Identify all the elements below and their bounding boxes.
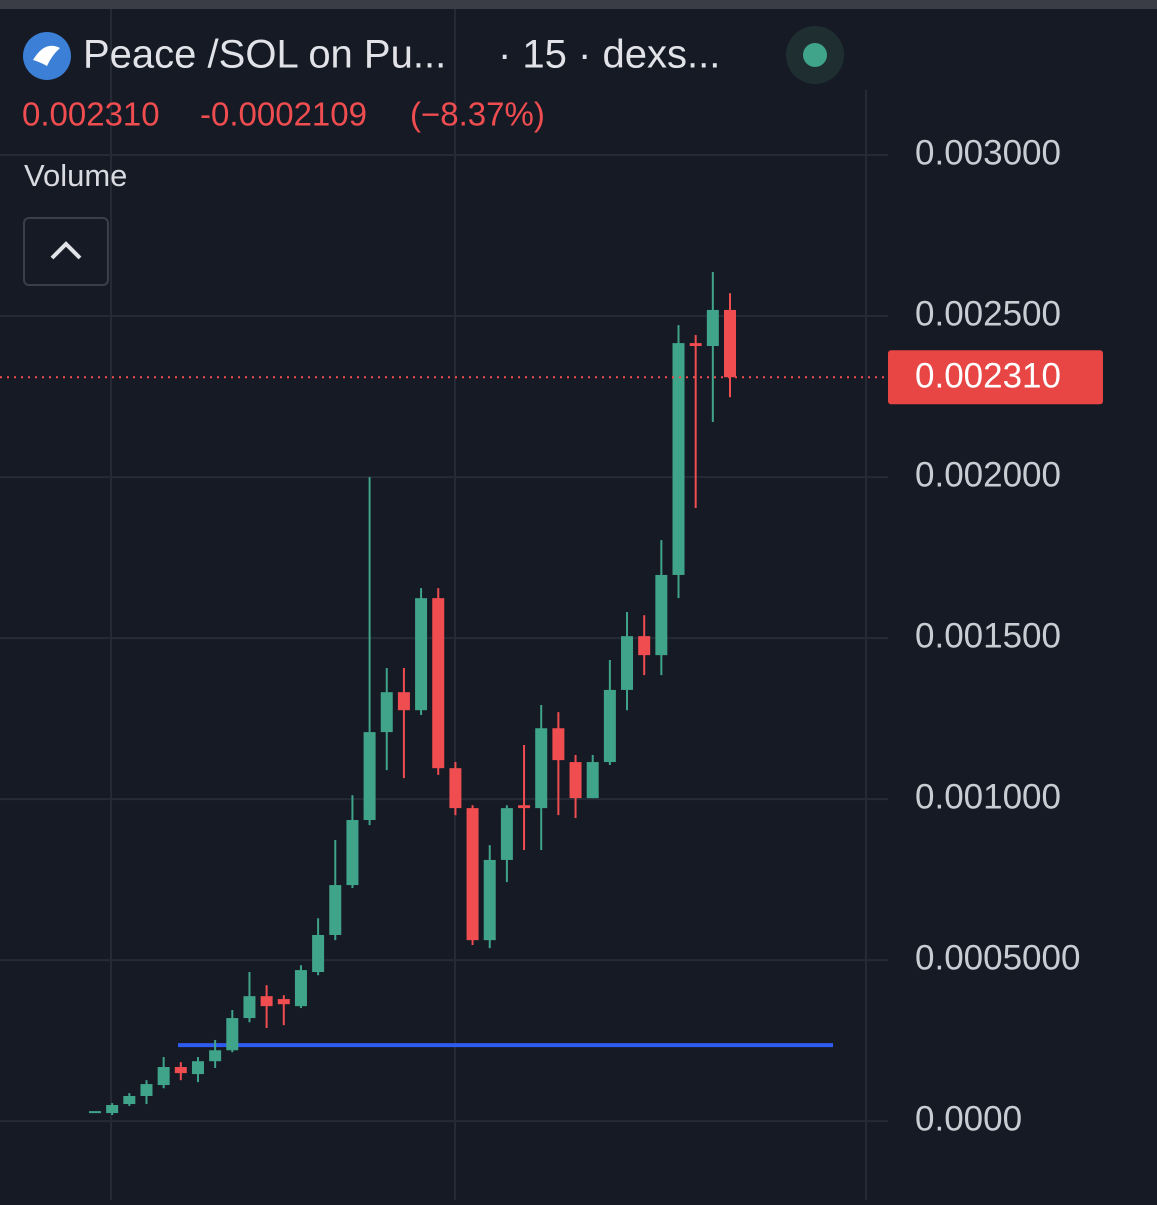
top-strip <box>0 0 1157 9</box>
candle-body <box>397 692 410 711</box>
candle-body <box>157 1067 170 1086</box>
candle-body <box>106 1105 119 1114</box>
candle-body <box>603 689 616 763</box>
candle-body <box>329 885 342 935</box>
candle-body <box>672 343 685 575</box>
candle-body <box>260 996 273 1007</box>
last-price-tag <box>888 350 1103 405</box>
symbol-name: Peace /SOL on Pu... <box>83 33 446 77</box>
candle-body <box>552 728 565 761</box>
y-tick-label: 0.002000 <box>915 455 1061 494</box>
last-price-tag-label: 0.002310 <box>915 356 1061 395</box>
candle-body <box>312 934 325 973</box>
candle-body <box>432 598 445 769</box>
collapse-button[interactable] <box>23 217 109 286</box>
candle-body <box>191 1061 204 1075</box>
candle-body <box>363 732 376 821</box>
y-tick-label: 0.0000 <box>915 1099 1022 1138</box>
candle-body <box>140 1084 153 1096</box>
status-dot <box>803 43 827 67</box>
candle-body <box>415 598 428 711</box>
interval: · 15 · dexs... <box>498 33 720 77</box>
candle-body <box>483 859 496 941</box>
candle-body <box>209 1050 222 1062</box>
candle-body <box>466 808 479 941</box>
price-change-pct: (−8.37%) <box>410 96 545 133</box>
logo-dove <box>33 45 60 66</box>
y-tick-label: 0.001000 <box>915 777 1061 816</box>
candle-body <box>500 808 513 860</box>
candle-body <box>655 574 668 656</box>
grid <box>0 154 888 1123</box>
candle-body <box>449 768 462 809</box>
candle-body <box>638 636 651 656</box>
y-tick-label: 0.003000 <box>915 133 1061 172</box>
candle-body <box>706 309 719 347</box>
y-tick-label: 0.001500 <box>915 616 1061 655</box>
candle-body <box>294 970 307 1007</box>
candle-body <box>123 1095 136 1105</box>
y-tick-label: 0.002500 <box>915 294 1061 333</box>
candle-body <box>346 820 359 886</box>
candle-body <box>518 805 531 809</box>
candle-body <box>586 762 599 799</box>
marks <box>0 271 888 1115</box>
chevron-icon <box>50 241 82 260</box>
candle-body <box>569 762 582 799</box>
candle-body <box>226 1018 239 1051</box>
candle-body <box>380 692 393 733</box>
indicator-name: Volume <box>24 158 127 193</box>
y-tick-label: 0.0005000 <box>915 938 1080 977</box>
candle-body <box>243 996 256 1019</box>
price-change: -0.0002109 <box>200 96 367 133</box>
candle-body <box>277 999 290 1005</box>
candle-body <box>724 309 736 378</box>
candle-body <box>689 343 702 347</box>
candle-body <box>89 1111 101 1114</box>
last-price: 0.002310 <box>22 96 160 133</box>
candle-body <box>535 728 548 809</box>
candle-body <box>621 636 634 690</box>
candle-body <box>174 1067 187 1074</box>
